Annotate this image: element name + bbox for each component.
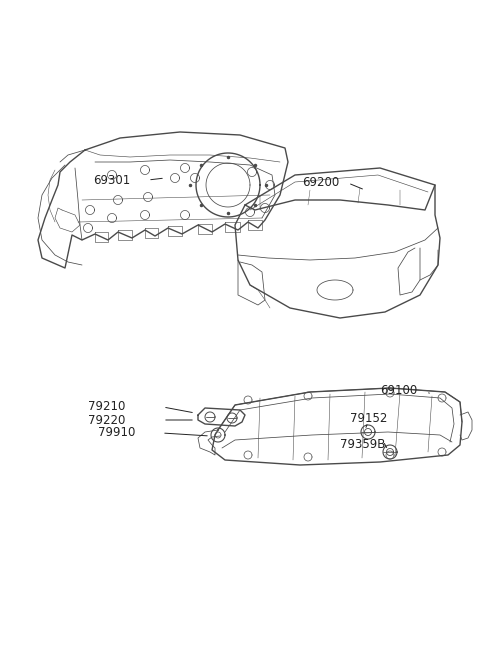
Text: 79152: 79152 [350, 411, 387, 424]
Text: 79910: 79910 [98, 426, 135, 440]
Text: 69100: 69100 [380, 383, 417, 396]
Text: 79359B: 79359B [340, 438, 385, 451]
Text: 79220: 79220 [88, 413, 125, 426]
Text: 69200: 69200 [302, 176, 339, 189]
Text: 79210: 79210 [88, 400, 125, 413]
Text: 69301: 69301 [93, 174, 130, 187]
